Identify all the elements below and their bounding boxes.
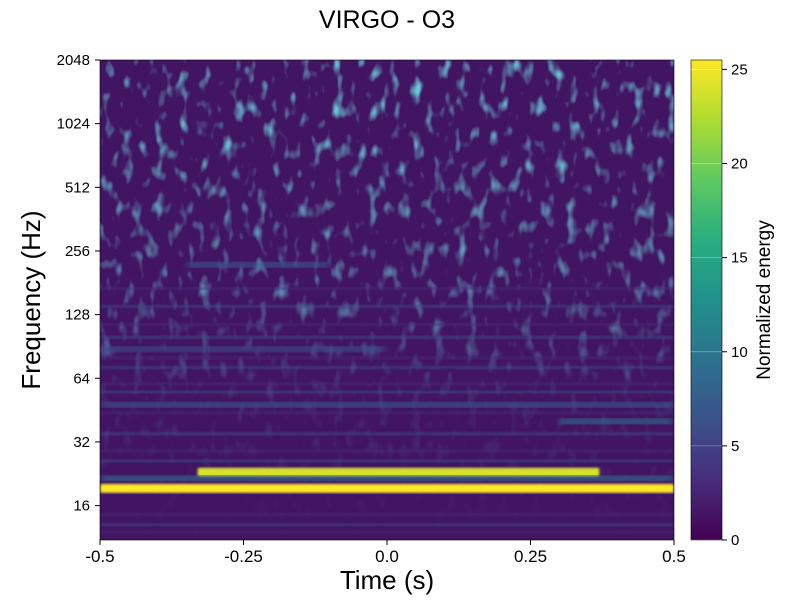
y-tick-label: 256 bbox=[65, 243, 90, 260]
stripe bbox=[100, 304, 674, 308]
stripe bbox=[100, 335, 674, 339]
colorbar-ticks: 0 5 10 15 20 25 bbox=[691, 61, 748, 549]
stripe bbox=[100, 390, 674, 394]
colorbar-tick-label: 25 bbox=[731, 61, 748, 78]
colorbar-tick-label: 5 bbox=[731, 438, 739, 455]
feature-band bbox=[100, 402, 674, 408]
colorbar bbox=[690, 59, 723, 541]
stripe bbox=[100, 530, 674, 534]
stripe bbox=[100, 411, 674, 415]
x-axis-label: Time (s) bbox=[340, 565, 434, 595]
y-tick-label: 128 bbox=[65, 307, 90, 324]
stripe bbox=[100, 432, 674, 436]
colorbar-tick-label: 10 bbox=[731, 344, 748, 361]
stripe bbox=[100, 449, 674, 453]
x-tick-label: 0.5 bbox=[662, 547, 686, 566]
stripe bbox=[100, 513, 674, 517]
colorbar-tick-label: 0 bbox=[731, 532, 739, 549]
y-tick-label: 16 bbox=[73, 498, 90, 515]
x-tick-label: 0.0 bbox=[375, 547, 399, 566]
stripe bbox=[100, 523, 674, 527]
x-axis: -0.5 -0.25 0.0 0.25 0.5 bbox=[85, 540, 686, 566]
plot-area bbox=[100, 60, 674, 540]
colorbar-tick-label: 20 bbox=[731, 156, 748, 173]
y-tick-label: 2048 bbox=[57, 52, 90, 69]
feature-band bbox=[186, 262, 330, 268]
y-axis: 16 32 64 128 256 512 1024 2048 bbox=[57, 52, 100, 515]
y-axis-label: Frequency (Hz) bbox=[16, 210, 46, 389]
feature-band bbox=[197, 467, 600, 477]
low-frequency-stripes bbox=[100, 287, 674, 534]
x-tick-label: 0.25 bbox=[514, 547, 547, 566]
x-tick-label: -0.25 bbox=[224, 547, 263, 566]
stripe bbox=[100, 322, 674, 326]
stripe bbox=[100, 365, 674, 369]
y-tick-label: 512 bbox=[65, 179, 90, 196]
feature-band bbox=[100, 475, 674, 481]
stripe bbox=[100, 356, 674, 360]
feature-band bbox=[100, 346, 387, 352]
stripe bbox=[100, 459, 674, 463]
stripe bbox=[100, 382, 674, 386]
chart-title: VIRGO - O3 bbox=[319, 6, 455, 34]
colorbar-label: Normalized energy bbox=[754, 220, 775, 380]
feature-band bbox=[100, 483, 674, 493]
y-tick-label: 64 bbox=[73, 370, 90, 387]
stripe bbox=[100, 287, 674, 291]
x-tick-label: -0.5 bbox=[85, 547, 114, 566]
y-tick-label: 1024 bbox=[57, 116, 90, 133]
feature-band bbox=[559, 418, 674, 424]
colorbar-tick-label: 15 bbox=[731, 250, 748, 267]
y-tick-label: 32 bbox=[73, 434, 90, 451]
signal-features bbox=[100, 262, 674, 493]
